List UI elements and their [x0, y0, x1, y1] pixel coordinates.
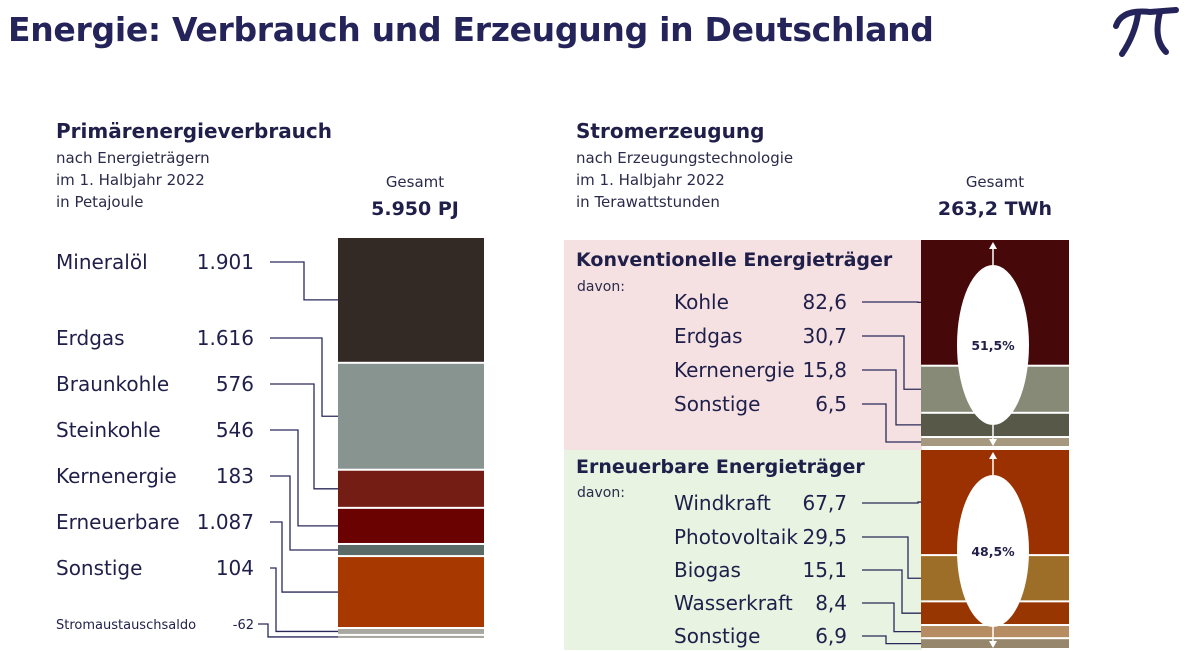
category-label: Erdgas [674, 324, 743, 348]
value-label: 15,8 [802, 358, 847, 382]
conventional-group-title: Konventionelle Energieträger [576, 249, 893, 271]
bar-segment-stromaustauschsaldo-7 [338, 635, 484, 638]
renewable-arrowhead-top [989, 452, 997, 459]
leader-line [862, 536, 921, 579]
right-total-label: Gesamt [965, 173, 1025, 191]
left-total-value: 5.950 PJ [371, 198, 459, 220]
value-label: 546 [216, 418, 254, 442]
leader-line [862, 369, 921, 426]
value-label: 30,7 [802, 324, 847, 348]
value-label: 1.901 [197, 250, 254, 274]
renewable-group-box [564, 450, 922, 650]
value-label: 29,5 [802, 525, 847, 549]
left-subtitle-line: im 1. Halbjahr 2022 [56, 171, 205, 189]
right-subtitle: nach Erzeugungstechnologie im 1. Halbjah… [576, 147, 793, 213]
pi-logo-icon [1110, 6, 1182, 62]
renewable-arrowhead-bottom [989, 641, 997, 648]
left-panel-title: Primärenergieverbrauch [56, 119, 333, 143]
bar-segment-wasserkraft-7 [921, 626, 1069, 638]
leader-line [270, 261, 338, 301]
category-label: Sonstige [674, 392, 760, 416]
value-label: 576 [216, 372, 254, 396]
category-label: Steinkohle [56, 418, 161, 442]
category-label: Kohle [674, 290, 729, 314]
value-label: 104 [216, 556, 254, 580]
bar-segment-steinkohle-3 [338, 508, 484, 543]
right-total-value: 263,2 TWh [937, 198, 1053, 220]
leader-line [270, 337, 338, 417]
category-label: Erdgas [56, 326, 125, 350]
value-label: 67,7 [802, 491, 847, 515]
leader-line [270, 429, 338, 527]
bar-segment-sonstige-6 [338, 629, 484, 634]
leader-line [862, 569, 921, 614]
left-subtitle-line: in Petajoule [56, 193, 144, 211]
conventional-arrowhead-bottom [989, 439, 997, 446]
value-label: 15,1 [802, 558, 847, 582]
right-subtitle-line: nach Erzeugungstechnologie [576, 149, 794, 167]
category-label: Braunkohle [56, 372, 169, 396]
bar-segment-erdgas-1 [338, 363, 484, 469]
leader-line [270, 383, 338, 490]
conventional-group-box [564, 240, 922, 450]
leader-line [270, 521, 338, 593]
leader-line [258, 623, 338, 638]
conventional-share-label: 51,5% [971, 338, 1015, 353]
bar-segment-mineraloel-0 [338, 238, 484, 362]
left-subtitle: nach Energieträgern im 1. Halbjahr 2022 … [56, 147, 210, 213]
leader-line [270, 567, 338, 633]
renewable-group-title: Erneuerbare Energieträger [576, 456, 865, 478]
renewable-share-ellipse [957, 475, 1029, 627]
leader-line [862, 602, 921, 633]
renewable-davon: davon: [577, 485, 625, 501]
value-label: 82,6 [802, 290, 847, 314]
category-label: Sonstige [56, 556, 142, 580]
category-label: Windkraft [674, 491, 771, 515]
leader-line [862, 501, 921, 504]
leader-line [862, 635, 921, 645]
value-label: 8,4 [815, 591, 847, 615]
category-label: Stromaustauschsaldo [56, 618, 196, 633]
bar-segment-kernenergie-2 [921, 413, 1069, 437]
bar-segment-erneuerbare-5 [338, 557, 484, 628]
value-label: 183 [216, 464, 254, 488]
right-subtitle-line: im 1. Halbjahr 2022 [576, 171, 725, 189]
value-label: 6,9 [815, 624, 847, 648]
value-label: -62 [233, 618, 254, 633]
category-label: Wasserkraft [674, 591, 793, 615]
value-label: 1.616 [197, 326, 254, 350]
leader-line [862, 335, 921, 390]
category-label: Photovoltaik [674, 525, 798, 549]
right-panel-title: Stromerzeugung [576, 119, 765, 143]
category-label: Kernenergie [674, 358, 795, 382]
page-title: Energie: Verbrauch und Erzeugung in Deut… [8, 10, 934, 49]
category-label: Sonstige [674, 624, 760, 648]
category-label: Kernenergie [56, 464, 177, 488]
left-subtitle-line: nach Energieträgern [56, 149, 210, 167]
value-label: 1.087 [197, 510, 254, 534]
leader-line [270, 475, 338, 551]
conventional-share-ellipse [957, 265, 1029, 425]
renewable-share-label: 48,5% [971, 544, 1015, 559]
category-label: Mineralöl [56, 250, 148, 274]
bar-segment-kernenergie-4 [338, 544, 484, 556]
left-total-label: Gesamt [385, 173, 445, 191]
bar-segment-braunkohle-2 [338, 470, 484, 507]
category-label: Erneuerbare [56, 510, 180, 534]
conventional-arrowhead-top [989, 242, 997, 249]
value-label: 6,5 [815, 392, 847, 416]
category-label: Biogas [674, 558, 741, 582]
right-subtitle-line: in Terawattstunden [576, 193, 720, 211]
conventional-davon: davon: [577, 279, 625, 295]
leader-line [862, 403, 921, 443]
